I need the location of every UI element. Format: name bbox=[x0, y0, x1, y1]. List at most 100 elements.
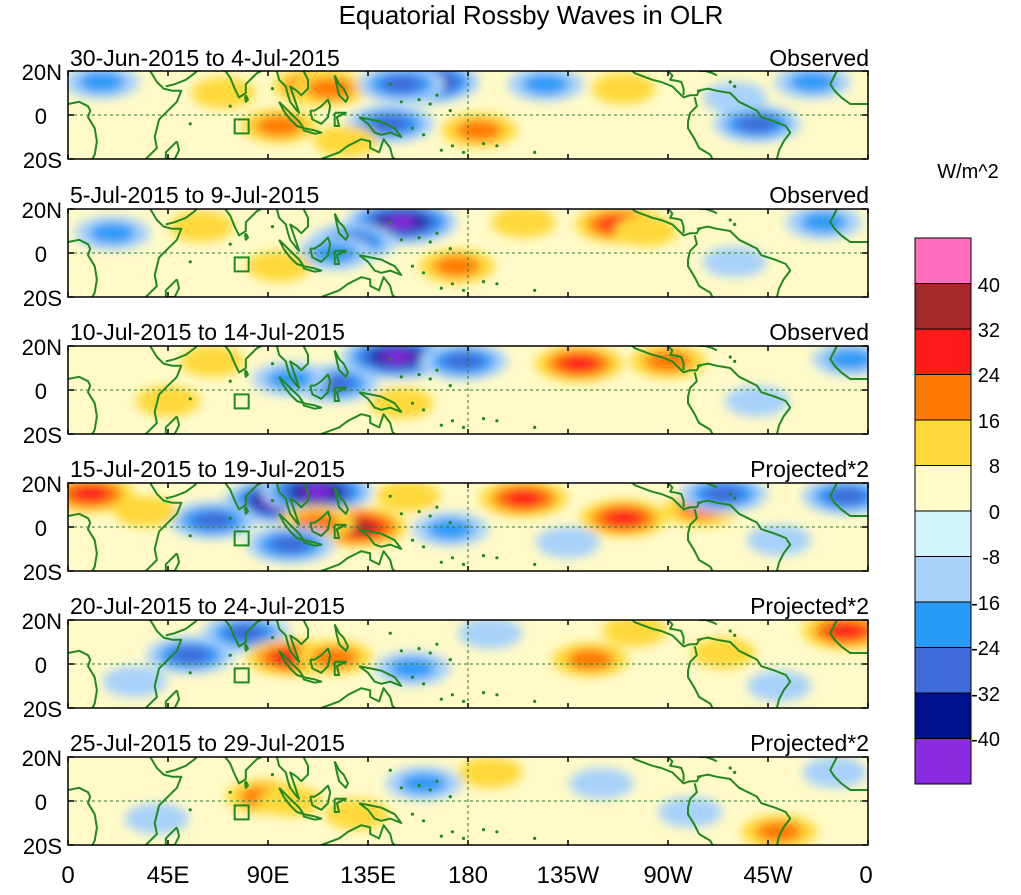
coastline bbox=[165, 71, 198, 88]
reference-box bbox=[233, 667, 250, 684]
colorbar-swatch bbox=[914, 283, 972, 330]
coastline bbox=[164, 278, 181, 297]
island bbox=[495, 556, 499, 560]
reference-box bbox=[233, 256, 250, 273]
anomaly-blob-negative bbox=[270, 536, 310, 553]
coastline bbox=[275, 346, 309, 389]
coastline bbox=[320, 276, 396, 297]
anomaly-blob-positive bbox=[491, 209, 556, 238]
island bbox=[421, 408, 426, 412]
island bbox=[461, 836, 466, 840]
reference-box bbox=[233, 804, 250, 821]
island bbox=[481, 828, 486, 832]
lon-label-0: 0 bbox=[61, 862, 74, 889]
anomaly-blob-positive bbox=[504, 490, 544, 507]
island bbox=[228, 790, 232, 794]
island bbox=[435, 779, 439, 783]
coastline bbox=[320, 413, 396, 434]
anomaly-blob-negative bbox=[724, 385, 789, 417]
island bbox=[399, 512, 403, 516]
lon-label-180: 180 bbox=[448, 862, 488, 889]
island bbox=[270, 87, 275, 91]
island bbox=[495, 419, 499, 423]
island bbox=[428, 651, 432, 655]
anomaly-blob-negative bbox=[658, 796, 723, 828]
anomaly-blob-negative bbox=[800, 211, 847, 233]
colorbar-swatch bbox=[914, 738, 972, 785]
coastline bbox=[631, 483, 702, 511]
island bbox=[481, 691, 486, 695]
cbar-tick-40: 40 bbox=[978, 275, 1000, 297]
coastline bbox=[145, 71, 183, 159]
coastline bbox=[358, 391, 403, 413]
lon-label-90e: 90E bbox=[247, 862, 290, 889]
island bbox=[439, 423, 443, 427]
anomaly-blob-positive bbox=[136, 385, 200, 417]
anomaly-blob-positive bbox=[311, 646, 359, 668]
coastline bbox=[829, 757, 868, 791]
coastline bbox=[829, 483, 868, 517]
island bbox=[410, 401, 415, 405]
anomaly-blob-negative bbox=[826, 487, 866, 505]
anomaly-blob-negative bbox=[400, 772, 447, 794]
coastline bbox=[320, 550, 396, 571]
island bbox=[421, 682, 426, 686]
lat-label-20n: 20N bbox=[22, 198, 62, 223]
coastline bbox=[696, 773, 792, 845]
island bbox=[481, 280, 486, 284]
island bbox=[733, 633, 737, 637]
coastline bbox=[333, 111, 347, 127]
anomaly-blob-negative bbox=[124, 803, 189, 835]
cbar-tick-m40: -40 bbox=[971, 729, 1000, 751]
coastline bbox=[687, 372, 714, 434]
lat-label-20n: 20N bbox=[22, 746, 62, 771]
island bbox=[417, 98, 421, 102]
lat-label-0: 0 bbox=[35, 242, 47, 267]
island bbox=[733, 222, 737, 226]
anomaly-blob-positive bbox=[604, 509, 644, 527]
coastline bbox=[309, 784, 332, 811]
lat-label-20n: 20N bbox=[22, 472, 62, 497]
cbar-tick-32: 32 bbox=[978, 320, 1000, 342]
island bbox=[417, 784, 421, 788]
coastline bbox=[631, 209, 702, 237]
lat-label-20s: 20S bbox=[23, 286, 62, 311]
island bbox=[728, 492, 732, 496]
island bbox=[435, 368, 439, 372]
coastline bbox=[687, 235, 714, 297]
coastlines-2 bbox=[67, 208, 869, 298]
panel-6-date: 25-Jul-2015 to 29-Jul-2015 bbox=[70, 730, 345, 756]
island bbox=[533, 150, 537, 154]
figure-title: Equatorial Rossby Waves in OLR bbox=[339, 0, 724, 30]
panel-4-type: Projected*2 bbox=[750, 456, 869, 482]
coastline bbox=[687, 509, 714, 571]
coastline bbox=[145, 620, 183, 708]
colorbar-swatch bbox=[914, 374, 972, 421]
anomaly-blob-negative bbox=[444, 353, 484, 370]
coastline bbox=[696, 362, 792, 434]
anomaly-blob-positive bbox=[602, 620, 667, 647]
anomaly-blob-negative bbox=[192, 512, 232, 529]
anomaly-blob-negative bbox=[536, 526, 600, 558]
cbar-tick-m16: -16 bbox=[971, 593, 1000, 615]
coastlines-6 bbox=[67, 756, 869, 846]
coastline bbox=[244, 94, 249, 103]
coastline bbox=[667, 71, 685, 96]
island bbox=[439, 834, 443, 838]
coastline bbox=[667, 346, 685, 371]
anomaly-blob-negative bbox=[569, 767, 634, 799]
lat-label-0: 0 bbox=[35, 790, 47, 815]
island bbox=[461, 699, 466, 703]
coastline bbox=[244, 232, 249, 241]
anomaly-blob-positive bbox=[306, 78, 354, 100]
panel-4 bbox=[67, 482, 869, 572]
coastline bbox=[145, 346, 183, 434]
reference-box bbox=[233, 393, 250, 410]
island bbox=[188, 397, 192, 401]
island bbox=[495, 693, 499, 697]
coastline bbox=[333, 760, 349, 789]
colorbar-swatch bbox=[914, 692, 972, 739]
island bbox=[188, 808, 192, 812]
island bbox=[410, 812, 415, 816]
